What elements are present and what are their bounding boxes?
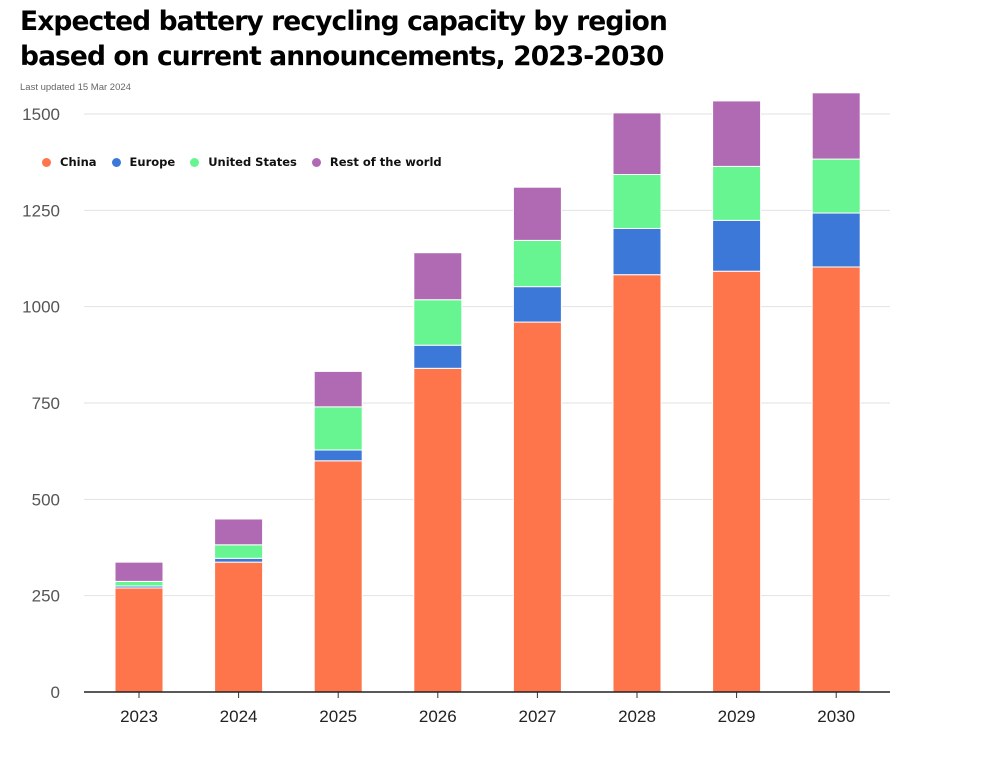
y-tick-label: 500 bbox=[32, 490, 60, 509]
bar-segment-europe bbox=[313, 449, 363, 462]
legend-label: United States bbox=[208, 155, 297, 169]
bar-segment-rest-of-the-world bbox=[612, 112, 662, 175]
legend-label: Europe bbox=[129, 155, 176, 169]
bar-segment-europe bbox=[811, 212, 861, 268]
x-tick-label: 2027 bbox=[518, 707, 556, 726]
bar-segment-rest-of-the-world bbox=[712, 100, 762, 167]
legend-swatch-china bbox=[42, 157, 51, 167]
bar-segment-china bbox=[313, 460, 363, 693]
y-tick-label: 1500 bbox=[22, 105, 60, 124]
legend-swatch-united-states bbox=[190, 157, 200, 167]
bar-segment-united-states bbox=[712, 165, 762, 221]
bar-segment-rest-of-the-world bbox=[214, 518, 264, 546]
legend-label: Rest of the world bbox=[329, 155, 442, 169]
bar-segment-china bbox=[512, 321, 562, 693]
y-tick-label: 1250 bbox=[22, 201, 60, 220]
y-tick-label: 250 bbox=[32, 587, 60, 606]
bar-segment-rest-of-the-world bbox=[313, 370, 363, 408]
legend-swatch-rest-of-world bbox=[311, 157, 321, 167]
bar-segment-europe bbox=[512, 286, 562, 323]
bar-segment-china bbox=[712, 270, 762, 693]
bar-segment-united-states bbox=[313, 406, 363, 451]
bar-segment-united-states bbox=[612, 173, 662, 229]
bar-segment-europe bbox=[712, 219, 762, 272]
legend-item-china[interactable]: China bbox=[42, 155, 97, 169]
bar-segment-china bbox=[811, 266, 861, 693]
x-tick-label: 2024 bbox=[220, 707, 258, 726]
bar-segment-europe bbox=[413, 344, 463, 369]
bar-segment-united-states bbox=[811, 158, 861, 214]
y-tick-label: 750 bbox=[32, 394, 60, 413]
legend-label: China bbox=[60, 155, 97, 169]
bar-segment-china bbox=[214, 561, 264, 693]
bar-segment-rest-of-the-world bbox=[413, 252, 463, 301]
y-tick-label: 0 bbox=[51, 683, 60, 702]
legend-item-europe[interactable]: Europe bbox=[111, 155, 176, 169]
bar-segment-europe bbox=[214, 557, 264, 563]
x-tick-label: 2026 bbox=[419, 707, 457, 726]
y-tick-label: 1000 bbox=[22, 298, 60, 317]
legend-item-united-states[interactable]: United States bbox=[190, 155, 297, 169]
bar-segment-europe bbox=[612, 227, 662, 276]
chart-legend: China Europe United States Rest of the w… bbox=[42, 155, 457, 169]
bar-segment-china bbox=[413, 367, 463, 693]
x-tick-label: 2028 bbox=[618, 707, 656, 726]
x-tick-label: 2023 bbox=[120, 707, 158, 726]
bar-segment-rest-of-the-world bbox=[512, 186, 562, 241]
bar-segment-united-states bbox=[114, 580, 164, 587]
last-updated: Last updated 15 Mar 2024 bbox=[20, 82, 131, 93]
bar-segment-united-states bbox=[413, 299, 463, 346]
bar-segment-rest-of-the-world bbox=[114, 561, 164, 582]
bar-segment-united-states bbox=[512, 239, 562, 288]
bar-segment-united-states bbox=[214, 544, 264, 559]
legend-swatch-europe bbox=[111, 157, 121, 167]
x-tick-label: 2029 bbox=[718, 707, 756, 726]
x-tick-label: 2030 bbox=[817, 707, 855, 726]
chart-title: Expected battery recycling capacity by r… bbox=[20, 6, 668, 72]
bar-segment-rest-of-the-world bbox=[811, 92, 861, 160]
x-tick-label: 2025 bbox=[319, 707, 357, 726]
legend-item-rest-of-world[interactable]: Rest of the world bbox=[311, 155, 442, 169]
bar-segment-china bbox=[114, 587, 164, 693]
bar-segment-china bbox=[612, 274, 662, 693]
